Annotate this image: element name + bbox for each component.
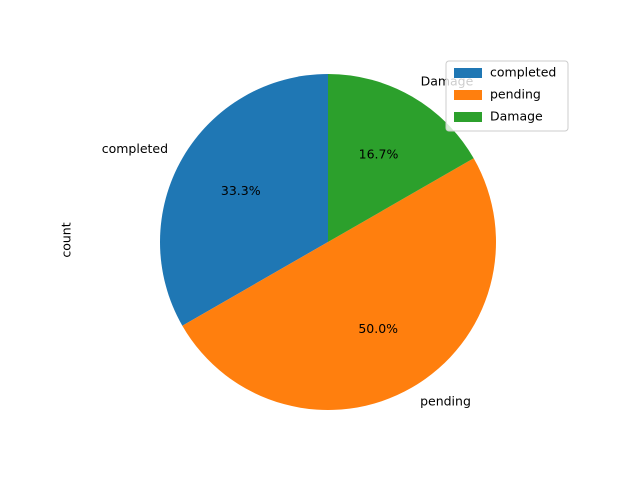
slice-label-pending: pending xyxy=(420,394,471,409)
legend-swatch-damage xyxy=(454,112,482,122)
slice-percent-completed: 33.3% xyxy=(221,183,261,198)
pie-slice-damage xyxy=(328,74,474,242)
legend-swatch-pending xyxy=(454,90,482,100)
legend-label-damage: Damage xyxy=(490,109,543,124)
slice-label-completed: completed xyxy=(102,141,168,156)
legend-swatch-completed xyxy=(454,68,482,78)
pie-slice-pending xyxy=(182,158,496,411)
legend-label-pending: pending xyxy=(490,87,541,102)
legend: completed pending Damage xyxy=(445,60,569,132)
y-axis-label: count xyxy=(59,222,74,257)
pie-slice-completed xyxy=(160,74,328,326)
legend-label-completed: completed xyxy=(490,65,556,80)
slice-percent-damage: 16.7% xyxy=(359,146,399,161)
pie-slices xyxy=(160,74,496,411)
slice-percent-pending: 50.0% xyxy=(358,321,398,336)
